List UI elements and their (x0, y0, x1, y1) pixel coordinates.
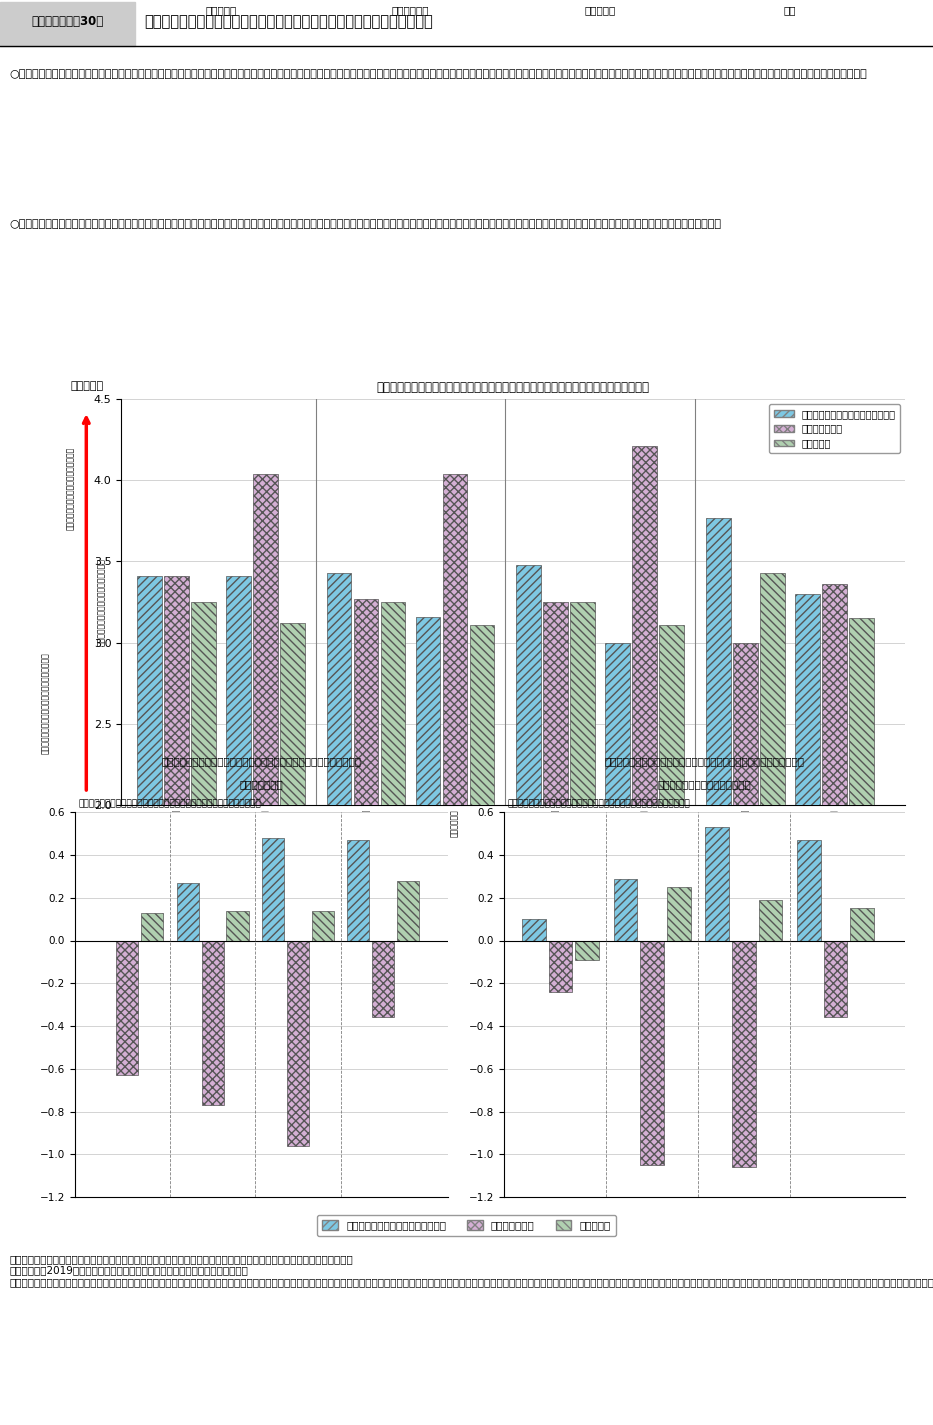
Bar (614, 878, 637, 940)
Bar (253, 473, 278, 805)
Bar (760, 573, 785, 805)
Text: 出来ている: 出来ている (551, 809, 560, 832)
Bar (0, 1, 135, 46)
Text: （２）リカバリーの成否とワーク・エンゲイジメント・スコア等の結果: （２）リカバリーの成否とワーク・エンゲイジメント・スコア等の結果 (161, 757, 361, 767)
Text: （３）リカバリーの成否とワーク・エンゲイジメント・スコア等の結果: （３）リカバリーの成否とワーク・エンゲイジメント・スコア等の結果 (605, 757, 804, 767)
Text: （スコア）: （スコア） (70, 380, 104, 390)
Text: 熟達: 熟達 (784, 6, 796, 16)
Text: （仕事の中で、過度なストレスや疲労を感じる）: （仕事の中で、過度なストレスや疲労を感じる） (41, 653, 49, 754)
Bar (606, 643, 630, 805)
Bar (227, 911, 248, 941)
Text: （「出来ている者のスコア」－「出来ていない者のスコア」、ポイント差）: （「出来ている者のスコア」－「出来ていない者のスコア」、ポイント差） (508, 799, 690, 808)
Text: ワーク・エンゲイジメント・スコアが高い: ワーク・エンゲイジメント・スコアが高い (97, 559, 106, 646)
Bar (850, 909, 874, 940)
Bar (795, 594, 819, 805)
Bar (137, 576, 161, 805)
Text: （「出来ている者のスコア」－「出来ていない者のスコア」、ポイント差）: （「出来ている者のスコア」－「出来ていない者のスコア」、ポイント差） (78, 799, 261, 808)
Bar (177, 882, 199, 941)
Bar (522, 919, 546, 940)
Bar (517, 564, 541, 805)
Text: 行っている: 行っている (741, 809, 750, 832)
Bar (732, 940, 756, 1167)
Bar (416, 617, 440, 805)
Bar (372, 940, 395, 1017)
Bar (570, 603, 595, 805)
Text: ワーク・エンゲイジメントとリカバリー経験（休み方）との関係について: ワーク・エンゲイジメントとリカバリー経験（休み方）との関係について (145, 14, 433, 28)
Bar (849, 618, 873, 805)
Text: コントロール: コントロール (392, 6, 429, 16)
Bar (706, 517, 731, 805)
Bar (543, 603, 568, 805)
Bar (705, 826, 729, 940)
Title: （１）ワーク・エンゲイジメントとリカバリー経験（休み方）との関係（調査対象計）: （１）ワーク・エンゲイジメントとリカバリー経験（休み方）との関係（調査対象計） (377, 380, 649, 393)
Text: 第２－（３）－30図: 第２－（３）－30図 (31, 14, 104, 27)
Bar (667, 886, 690, 941)
Bar (633, 446, 657, 805)
Bar (286, 940, 309, 1146)
Text: （労働生産性が向上していると感じる）: （労働生産性が向上していると感じる） (66, 446, 76, 530)
Legend: ワーク・エンゲイジメント・スコア, ストレス・疲労, 労働生産性: ワーク・エンゲイジメント・スコア, ストレス・疲労, 労働生産性 (317, 1216, 616, 1235)
Bar (191, 603, 216, 805)
Text: 出来ている: 出来ている (362, 809, 370, 832)
Text: 出来ていない: 出来ていない (640, 809, 649, 836)
Bar (576, 940, 599, 960)
Text: （調査対象計）: （調査対象計） (240, 779, 283, 789)
Text: 出来ていない: 出来ていない (261, 809, 270, 836)
Legend: ワーク・エンゲイジメント・スコア, ストレス・疲労, 労働生産性: ワーク・エンゲイジメント・スコア, ストレス・疲労, 労働生産性 (769, 403, 900, 453)
Bar (262, 838, 285, 941)
Text: ○　こうした効果は、「労働強度が高い人手不足企業」において相対的に強い可能性があり、「労働強度が高い人手不足企業」こそ、従業員がリカバリー経験（休み方）をできる: ○ こうした効果は、「労働強度が高い人手不足企業」において相対的に強い可能性があ… (9, 219, 721, 229)
Text: 心理的距離: 心理的距離 (205, 6, 236, 16)
Bar (469, 624, 494, 805)
Bar (354, 598, 379, 805)
Text: 行っていない: 行っていない (829, 809, 839, 836)
Text: リラックス: リラックス (585, 6, 616, 16)
Bar (640, 940, 664, 1166)
Bar (117, 940, 138, 1076)
Bar (141, 913, 163, 941)
Bar (280, 623, 304, 805)
Bar (797, 839, 821, 940)
Bar (822, 584, 846, 805)
Text: ○　「心理的距離」「リラックス」「コントロール」「熟達」といったリカバリー経験（休み方）が出来ている場合には、仕事中の過度なストレスや疲労から回復し、その後、再: ○ 「心理的距離」「リラックス」「コントロール」「熟達」といったリカバリー経験（… (9, 70, 867, 80)
Bar (347, 839, 369, 940)
Text: 資料出所　（独）労働政策研究・研修機構「人手不足等をめぐる現状と働き方等に関する調査（企業調査票、正社員票）」
　　　　　（2019年）の個票を厚生労働省政策統: 資料出所 （独）労働政策研究・研修機構「人手不足等をめぐる現状と働き方等に関する… (9, 1254, 933, 1287)
Bar (442, 473, 467, 805)
Bar (381, 603, 405, 805)
Text: 出来ている: 出来ている (172, 809, 181, 832)
Bar (759, 901, 783, 940)
Bar (164, 576, 188, 805)
Bar (733, 643, 758, 805)
Bar (397, 881, 419, 940)
Bar (824, 940, 847, 1017)
Bar (660, 624, 684, 805)
Text: 出来ていない: 出来ていない (451, 809, 459, 836)
Bar (549, 940, 573, 992)
Bar (202, 940, 224, 1106)
Bar (327, 573, 352, 805)
Bar (226, 576, 251, 805)
Bar (312, 911, 334, 941)
Text: （労働強度が高い人手不足企業）: （労働強度が高い人手不足企業） (658, 779, 751, 789)
